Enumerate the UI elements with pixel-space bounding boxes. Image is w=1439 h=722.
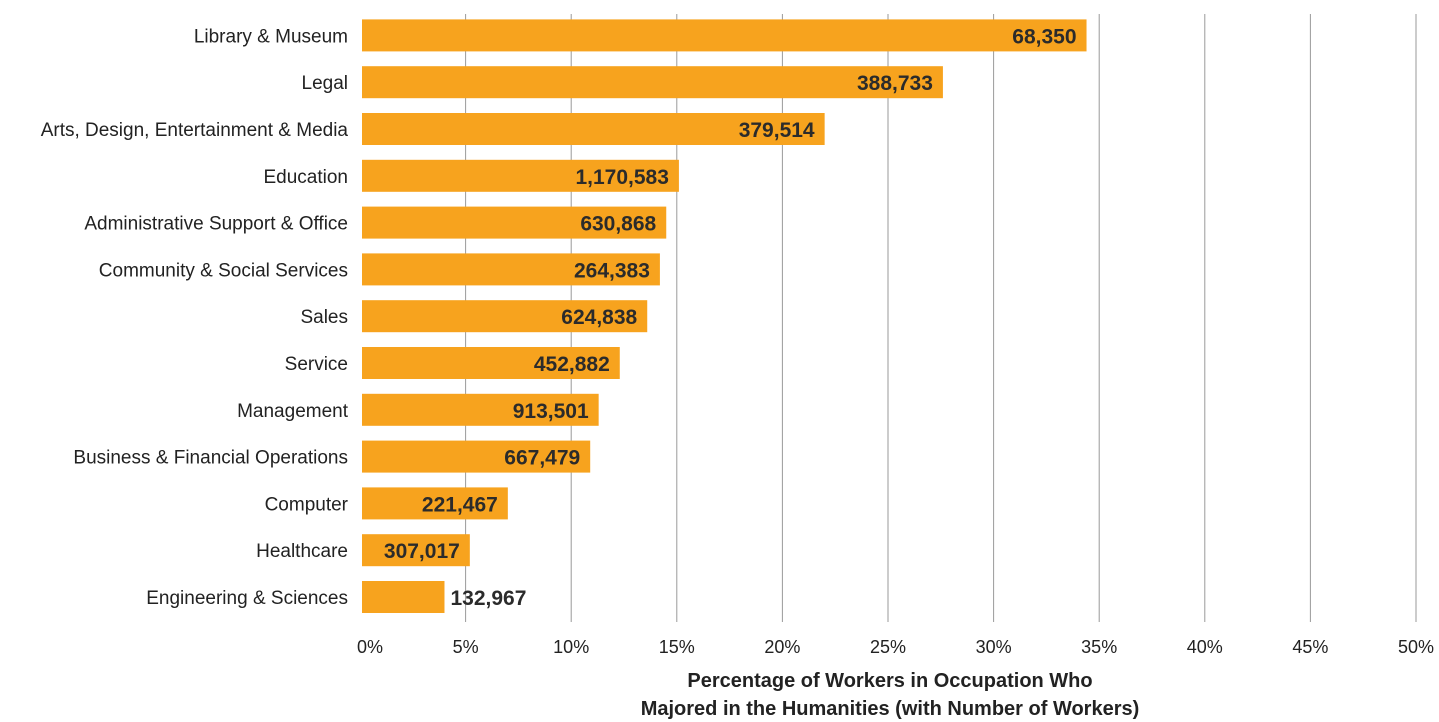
bar-6 [362, 300, 648, 333]
data-label: 452,882 [534, 353, 610, 376]
data-labels: 68,350 388,733 379,514 1,170,583 630,868 264,… [384, 25, 1077, 610]
category-label: Legal [302, 73, 349, 94]
x-tick-labels: 0% 5% 10% 15% 20% 25% 30% 35% 40% 45% 50% [357, 637, 1434, 657]
data-label: 913,501 [513, 400, 589, 423]
x-tick-label: 20% [764, 637, 800, 657]
data-label: 388,733 [857, 72, 933, 95]
category-label: Administrative Support & Office [84, 214, 348, 235]
x-tick-label: 25% [870, 637, 906, 657]
category-labels: Library & Museum Legal Arts, Design, Enter… [41, 26, 349, 609]
data-label: 1,170,583 [575, 166, 668, 189]
data-label: 68,350 [1012, 25, 1076, 48]
category-label: Computer [265, 494, 349, 515]
x-tick-label: 30% [976, 637, 1012, 657]
category-label: Education [263, 167, 348, 188]
data-label: 624,838 [561, 306, 637, 329]
x-tick-label: 45% [1292, 637, 1328, 657]
bar-1 [362, 66, 943, 99]
x-axis-title-line-2: Majored in the Humanities (with Number o… [641, 698, 1140, 720]
data-label: 379,514 [739, 119, 815, 142]
category-label: Sales [300, 307, 348, 328]
x-tick-label: 10% [553, 637, 589, 657]
x-tick-label: 35% [1081, 637, 1117, 657]
bar-10 [362, 487, 508, 520]
x-tick-label: 5% [453, 637, 479, 657]
data-label: 264,383 [574, 259, 650, 282]
category-label: Healthcare [256, 541, 348, 562]
bars [362, 19, 1087, 613]
category-label: Community & Social Services [99, 260, 348, 281]
bar-0 [362, 19, 1087, 52]
x-tick-label: 15% [659, 637, 695, 657]
data-label: 132,967 [450, 587, 526, 610]
category-label: Engineering & Sciences [146, 588, 348, 609]
data-label: 667,479 [504, 447, 580, 470]
data-label: 307,017 [384, 540, 460, 563]
x-tick-label: 0% [357, 637, 383, 657]
bar-3 [362, 159, 679, 192]
x-axis-title-line-1: Percentage of Workers in Occupation Who [687, 670, 1092, 692]
bar-4 [362, 206, 667, 239]
bar-12 [362, 581, 445, 613]
bar-8 [362, 393, 599, 426]
category-label: Management [237, 401, 349, 422]
category-label: Service [285, 354, 348, 375]
bar-11 [362, 534, 470, 567]
category-label: Arts, Design, Entertainment & Media [41, 120, 349, 141]
data-label: 221,467 [422, 493, 498, 516]
bar-2 [362, 113, 825, 145]
bar-5 [362, 253, 660, 286]
x-tick-label: 40% [1187, 637, 1223, 657]
bar-7 [362, 347, 620, 379]
data-label: 630,868 [580, 213, 656, 236]
category-label: Business & Financial Operations [73, 448, 348, 469]
category-label: Library & Museum [194, 26, 348, 47]
bar-9 [362, 440, 591, 473]
x-tick-label: 50% [1398, 637, 1434, 657]
